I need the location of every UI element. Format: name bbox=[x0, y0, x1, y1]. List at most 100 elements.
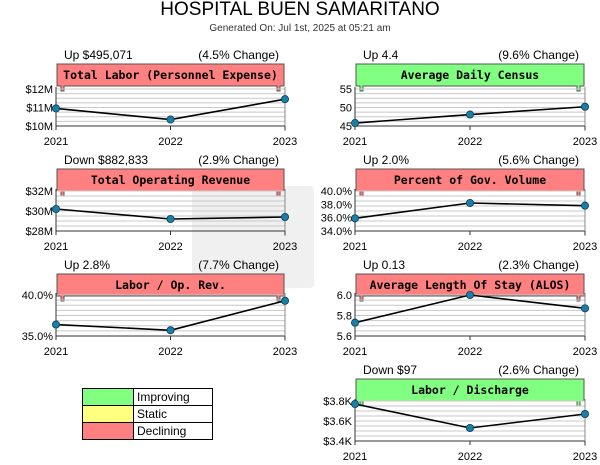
chart7-title: Labor / Discharge bbox=[411, 383, 529, 397]
chart4-x-tick-label: 2022 bbox=[458, 241, 482, 253]
chart3-percent-change: (2.9% Change) bbox=[198, 153, 279, 167]
legend-swatch-declining bbox=[82, 422, 134, 440]
chart6-data-point bbox=[350, 318, 359, 327]
chart3-y-tick-label: $28M bbox=[25, 226, 53, 238]
chart6-y-tick-label: 5.8 bbox=[337, 311, 352, 323]
chart4-x-tick-label: 2023 bbox=[573, 241, 597, 253]
chart6-data-point bbox=[465, 290, 474, 299]
chart5-x-tick-label: 2022 bbox=[158, 346, 182, 358]
chart7-y-tick-label: $3.4K bbox=[323, 436, 352, 448]
chart2-data-point bbox=[465, 110, 474, 119]
chart2-x-tick-label: 2021 bbox=[343, 136, 367, 148]
legend-swatch-static bbox=[82, 405, 134, 423]
chart1-title: Total Labor (Personnel Expense) bbox=[63, 68, 278, 82]
chart6-title-box bbox=[355, 273, 585, 302]
chart4-data-point bbox=[465, 198, 474, 207]
chart7-data-point bbox=[581, 409, 590, 418]
chart4-y-tick-label: 38.0% bbox=[321, 199, 352, 211]
chart1-data-point bbox=[280, 95, 289, 104]
chart1-y-tick-label: $11M bbox=[26, 103, 53, 115]
chart5-change-text: Up 2.8% bbox=[64, 258, 110, 272]
legend-label-declining: Declining bbox=[133, 422, 213, 440]
chart7-x-tick-label: 2023 bbox=[573, 451, 597, 463]
chart2-title-box bbox=[355, 63, 585, 92]
chart3-data-point bbox=[52, 204, 61, 213]
chart1-data-point bbox=[52, 104, 61, 113]
chart3-change-text: Down $882,833 bbox=[64, 153, 148, 167]
chart5-data-point bbox=[280, 296, 289, 305]
chart6-x-tick-label: 2021 bbox=[343, 346, 367, 358]
chart2-x-tick-label: 2022 bbox=[458, 136, 482, 148]
chart4-x-tick-label: 2021 bbox=[343, 241, 367, 253]
legend-item-static: Static bbox=[82, 405, 213, 423]
chart4-title: Percent of Gov. Volume bbox=[394, 173, 546, 187]
chart5-title-box bbox=[56, 273, 285, 302]
legend-swatch-improving bbox=[82, 388, 134, 406]
chart3-x-tick-label: 2022 bbox=[158, 241, 182, 253]
chart3-data-point bbox=[280, 212, 289, 221]
chart1-x-tick-label: 2023 bbox=[273, 136, 297, 148]
chart3-title: Total Operating Revenue bbox=[91, 173, 250, 187]
chart1-x-tick-label: 2021 bbox=[44, 136, 68, 148]
chart7-data-point bbox=[465, 423, 474, 432]
chart2-x-tick-label: 2023 bbox=[573, 136, 597, 148]
chart1-x-tick-label: 2022 bbox=[158, 136, 182, 148]
chart6-data-point bbox=[581, 304, 590, 313]
chart7-y-tick-label: $3.6K bbox=[323, 416, 352, 428]
chart2-y-tick-label: 45 bbox=[340, 121, 352, 133]
chart1-percent-change: (4.5% Change) bbox=[198, 48, 279, 62]
chart6-title: Average Length Of Stay (ALOS) bbox=[370, 278, 571, 292]
generated-on-text: Generated On: Jul 1st, 2025 at 05:21 am bbox=[209, 23, 391, 34]
chart5-data-point bbox=[166, 326, 175, 335]
chart2-change-text: Up 4.4 bbox=[363, 48, 399, 62]
chart1-data-point bbox=[166, 115, 175, 124]
chart1-change-text: Up $495,071 bbox=[64, 48, 133, 62]
chart5-x-tick-label: 2023 bbox=[273, 346, 297, 358]
chart3-data-point bbox=[166, 214, 175, 223]
chart5-x-tick-label: 2021 bbox=[44, 346, 68, 358]
chart2-data-point bbox=[581, 102, 590, 111]
legend: Improving Static Declining bbox=[82, 388, 213, 440]
chart7-change-text: Down $97 bbox=[363, 363, 417, 377]
chart4-change-text: Up 2.0% bbox=[363, 153, 409, 167]
legend-item-improving: Improving bbox=[82, 388, 213, 406]
chart4-data-point bbox=[581, 201, 590, 210]
chart4-data-point bbox=[350, 214, 359, 223]
chart2-y-tick-label: 55 bbox=[340, 84, 352, 96]
chart5-title: Labor / Op. Rev. bbox=[115, 278, 226, 292]
chart6-series-line bbox=[354, 294, 586, 324]
chart2-data-point bbox=[350, 119, 359, 128]
chart1-y-tick-label: $12M bbox=[25, 84, 53, 96]
legend-label-static: Static bbox=[133, 405, 213, 423]
watermark-logo bbox=[192, 186, 314, 288]
chart6-x-tick-label: 2023 bbox=[573, 346, 597, 358]
chart4-percent-change: (5.6% Change) bbox=[498, 153, 579, 167]
chart7-x-tick-label: 2021 bbox=[343, 451, 367, 463]
chart6-percent-change: (2.3% Change) bbox=[498, 258, 579, 272]
chart3-y-tick-label: $30M bbox=[25, 206, 53, 218]
chart3-x-tick-label: 2021 bbox=[44, 241, 68, 253]
chart5-data-point bbox=[52, 320, 61, 329]
chart7-percent-change: (2.6% Change) bbox=[498, 363, 579, 377]
chart7-x-tick-label: 2022 bbox=[458, 451, 482, 463]
legend-label-improving: Improving bbox=[133, 388, 213, 406]
chart2-y-tick-label: 50 bbox=[340, 103, 352, 115]
chart1-title-box bbox=[56, 63, 285, 92]
chart2-title: Average Daily Census bbox=[401, 68, 539, 82]
chart3-x-tick-label: 2023 bbox=[273, 241, 297, 253]
chart5-y-tick-label: 35.0% bbox=[22, 331, 53, 343]
page-title: HOSPITAL BUEN SAMARITANO bbox=[160, 0, 440, 20]
chart4-y-tick-label: 36.0% bbox=[321, 213, 352, 225]
chart4-y-tick-label: 34.0% bbox=[321, 226, 352, 238]
chart5-y-tick-label: 40.0% bbox=[22, 290, 53, 302]
legend-item-declining: Declining bbox=[82, 422, 213, 440]
chart1-y-tick-label: $10M bbox=[25, 121, 53, 133]
chart7-y-tick-label: $3.8K bbox=[323, 396, 352, 408]
chart6-y-tick-label: 5.6 bbox=[337, 331, 352, 343]
chart5-percent-change: (7.7% Change) bbox=[198, 258, 279, 272]
chart2-percent-change: (9.6% Change) bbox=[498, 48, 579, 62]
chart6-x-tick-label: 2022 bbox=[458, 346, 482, 358]
chart4-y-tick-label: 40.0% bbox=[321, 186, 352, 198]
chart6-change-text: Up 0.13 bbox=[363, 258, 405, 272]
